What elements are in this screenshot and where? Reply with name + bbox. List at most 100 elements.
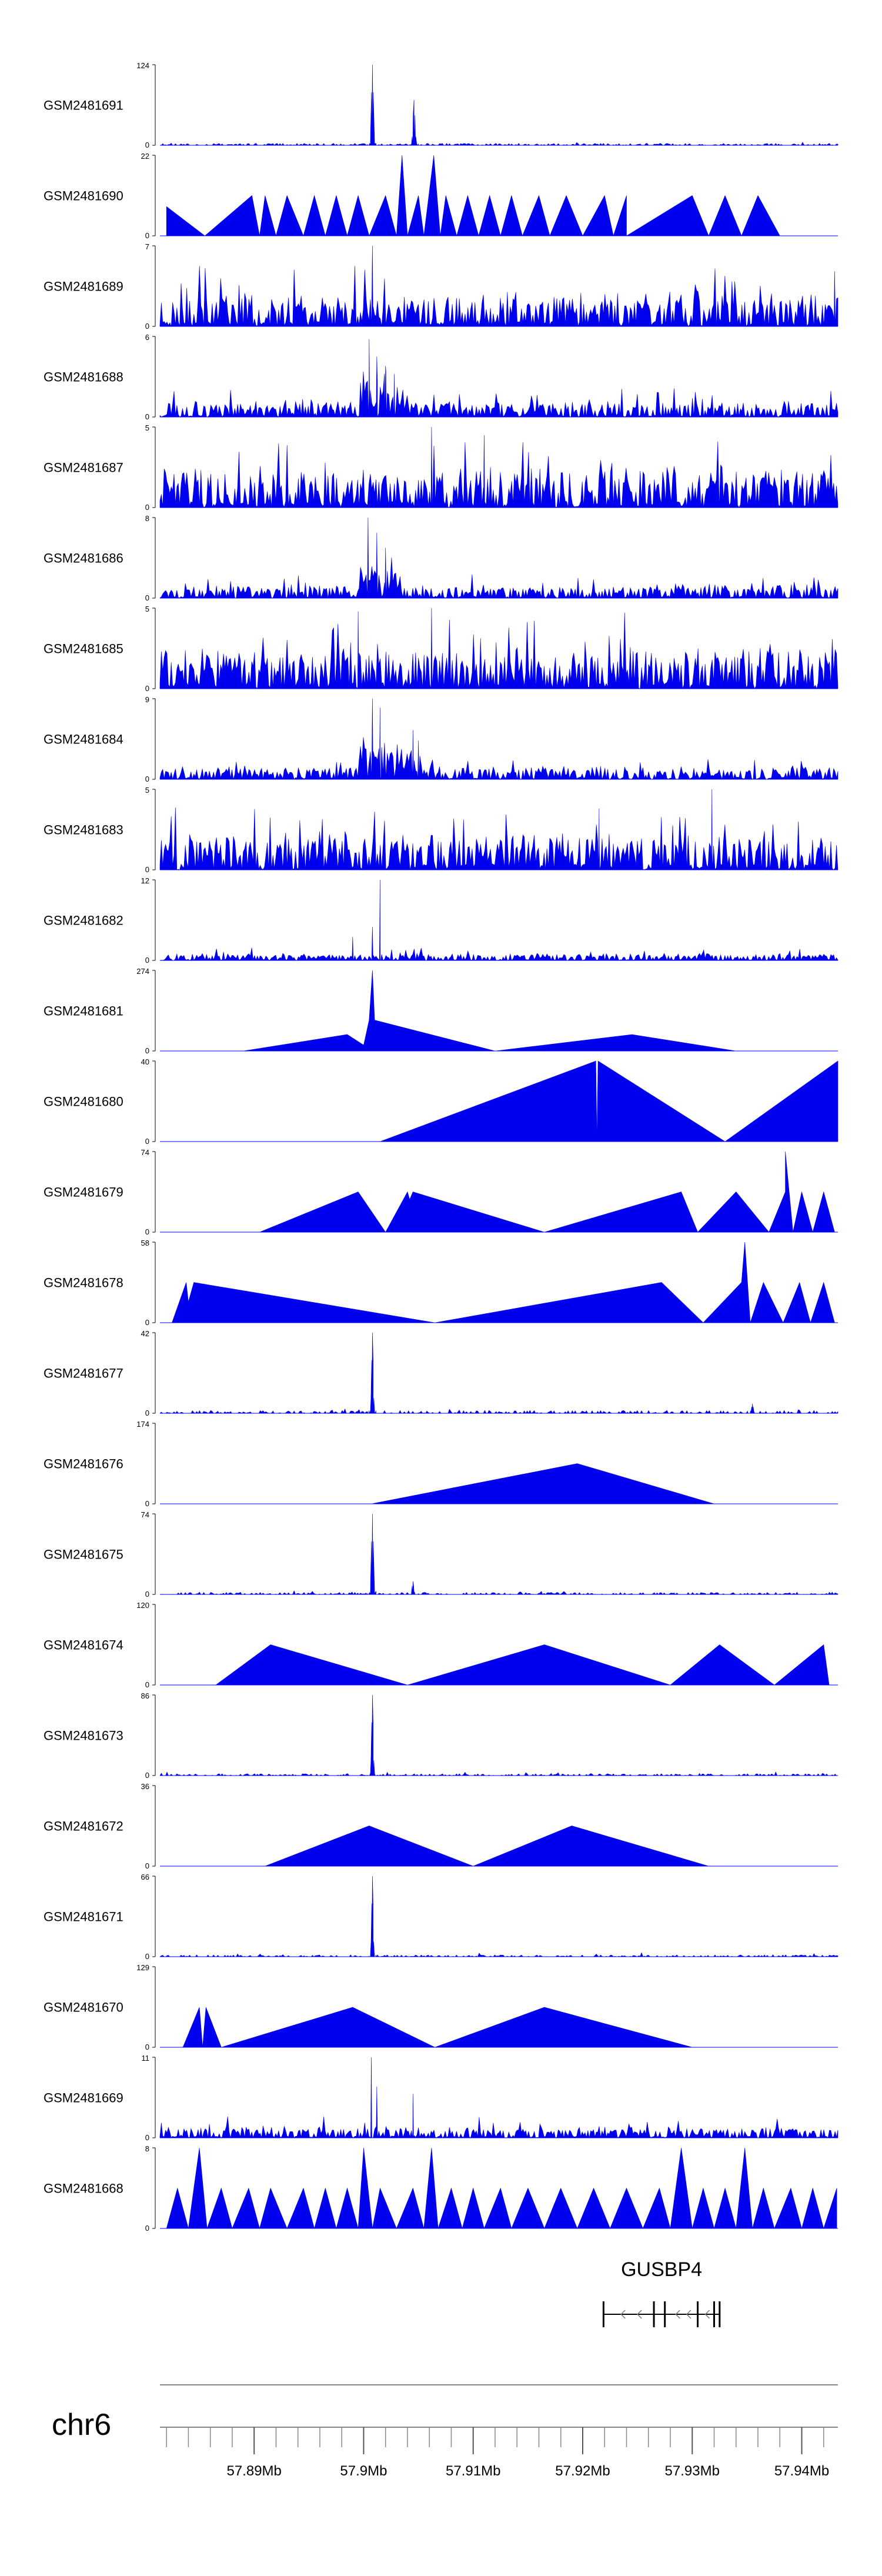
track-GSM2481671: GSM2481671 66 0	[44, 1873, 838, 1961]
track-GSM2481682: GSM2481682 12 0	[44, 876, 838, 965]
track-label: GSM2481677	[44, 1366, 123, 1381]
track-label: GSM2481674	[44, 1638, 123, 1653]
y-tick-label-zero: 0	[145, 865, 149, 874]
coverage-tracks: GSM24816911240GSM2481690220GSM248168970G…	[44, 61, 838, 2233]
coverage-area	[159, 245, 838, 327]
coverage-area	[265, 1826, 709, 1867]
track-GSM2481673: GSM2481673 86 0	[44, 1691, 838, 1780]
track-GSM2481678: GSM2481678 58 0	[44, 1239, 838, 1327]
x-tick-label: 57.94Mb	[774, 2463, 829, 2479]
track-label: GSM2481671	[44, 1910, 123, 1924]
track-GSM2481683: GSM2481683 5 0	[44, 786, 838, 874]
coverage-area	[159, 1876, 838, 1957]
strand-arrow-icon	[686, 2310, 691, 2319]
y-tick-label-zero: 0	[145, 1318, 149, 1327]
strand-arrow-icon	[704, 2310, 710, 2319]
y-tick-label-zero: 0	[145, 1409, 149, 1417]
track-GSM2481681: GSM2481681 274 0	[44, 967, 838, 1055]
strand-arrow-icon	[620, 2310, 626, 2319]
y-tick-label-zero: 0	[145, 1046, 149, 1055]
coverage-area	[166, 155, 835, 237]
y-tick-label-zero: 0	[145, 1227, 149, 1236]
y-tick-label-zero: 0	[145, 1952, 149, 1961]
strand-arrow-icon	[637, 2310, 642, 2319]
track-GSM2481686: GSM2481686 8 0	[44, 514, 838, 602]
x-tick-label: 57.92Mb	[555, 2463, 610, 2479]
y-tick-label-max: 8	[145, 514, 149, 523]
coverage-area	[159, 1332, 838, 1414]
y-tick-label-max: 274	[136, 967, 149, 976]
track-label: GSM2481687	[44, 461, 123, 475]
gene-annotation-track: GUSBP4	[602, 2258, 721, 2327]
y-tick-label-max: 66	[141, 1873, 149, 1881]
genome-axis-track: chr6 57.89Mb 57.9Mb 57.91Mb 57.92Mb 57.93Mb 5…	[52, 2384, 838, 2479]
coverage-area	[380, 1060, 838, 1142]
gene-model	[602, 2301, 721, 2327]
track-GSM2481689: GSM2481689 7 0	[44, 242, 838, 331]
track-label: GSM2481684	[44, 732, 123, 747]
y-tick-label-max: 40	[141, 1057, 149, 1066]
track-label: GSM2481682	[44, 913, 123, 928]
coverage-area	[159, 789, 838, 870]
y-tick-label-zero: 0	[145, 1861, 149, 1870]
coverage-area	[159, 2057, 838, 2138]
y-tick-label-max: 74	[141, 1148, 149, 1157]
track-label: GSM2481673	[44, 1729, 123, 1743]
coverage-area	[159, 1694, 838, 1776]
coverage-area	[166, 2147, 837, 2230]
track-label: GSM2481680	[44, 1095, 123, 1109]
track-label: GSM2481678	[44, 1276, 123, 1290]
y-tick-label-max: 7	[145, 242, 149, 251]
coverage-area	[172, 1242, 835, 1324]
track-GSM2481677: GSM2481677 42 0	[44, 1329, 838, 1417]
y-tick-label-zero: 0	[145, 231, 149, 240]
y-tick-label-max: 11	[142, 2054, 150, 2063]
track-GSM2481679: GSM2481679 74 0	[44, 1148, 838, 1236]
y-tick-label-max: 6	[145, 333, 149, 342]
track-label: GSM2481672	[44, 1819, 123, 1834]
track-label: GSM2481669	[44, 2091, 123, 2105]
track-GSM2481690: GSM2481690 22 0	[44, 152, 838, 240]
track-label: GSM2481683	[44, 823, 123, 837]
coverage-area	[215, 1644, 830, 1686]
track-label: GSM2481691	[44, 98, 123, 113]
y-tick-label-max: 58	[141, 1239, 149, 1247]
y-tick-label-max: 120	[136, 1601, 149, 1610]
y-tick-label-zero: 0	[145, 1590, 149, 1599]
strand-arrow-icon	[675, 2310, 680, 2319]
y-tick-label-zero: 0	[145, 956, 149, 965]
y-tick-label-max: 8	[145, 2144, 149, 2153]
y-tick-label-zero: 0	[145, 503, 149, 512]
y-tick-label-zero: 0	[145, 141, 149, 149]
track-GSM2481680: GSM2481680 40 0	[44, 1057, 838, 1146]
y-tick-label-zero: 0	[145, 593, 149, 602]
y-tick-label-zero: 0	[145, 1771, 149, 1780]
y-tick-label-zero: 0	[145, 2043, 149, 2051]
y-tick-label-max: 12	[141, 876, 149, 885]
y-tick-label-zero: 0	[145, 1137, 149, 1146]
x-tick-label: 57.89Mb	[226, 2463, 281, 2479]
y-tick-label-max: 174	[136, 1420, 149, 1429]
track-GSM2481674: GSM2481674 120 0	[44, 1601, 838, 1689]
y-tick-label-zero: 0	[145, 2133, 149, 2142]
coverage-area	[259, 1151, 835, 1233]
track-label: GSM2481681	[44, 1004, 123, 1019]
x-tick-label: 57.93Mb	[665, 2463, 720, 2479]
track-GSM2481669: GSM2481669 11 0	[44, 2054, 838, 2142]
y-tick-label-zero: 0	[145, 1680, 149, 1689]
y-tick-label-max: 129	[136, 1963, 149, 1972]
track-GSM2481684: GSM2481684 9 0	[44, 695, 838, 783]
coverage-area	[159, 339, 838, 418]
coverage-area	[243, 970, 736, 1052]
y-tick-label-max: 5	[145, 786, 149, 795]
coverage-area	[160, 64, 838, 146]
track-GSM2481668: GSM2481668 8 0	[44, 2144, 838, 2233]
y-tick-label-max: 22	[141, 152, 149, 161]
y-tick-label-max: 5	[145, 605, 149, 613]
track-GSM2481691: GSM2481691 124 0	[44, 61, 838, 149]
coverage-area	[160, 1513, 838, 1595]
y-tick-label-zero: 0	[145, 775, 149, 783]
y-tick-label-zero: 0	[145, 2224, 149, 2233]
coverage-area	[371, 1463, 714, 1504]
